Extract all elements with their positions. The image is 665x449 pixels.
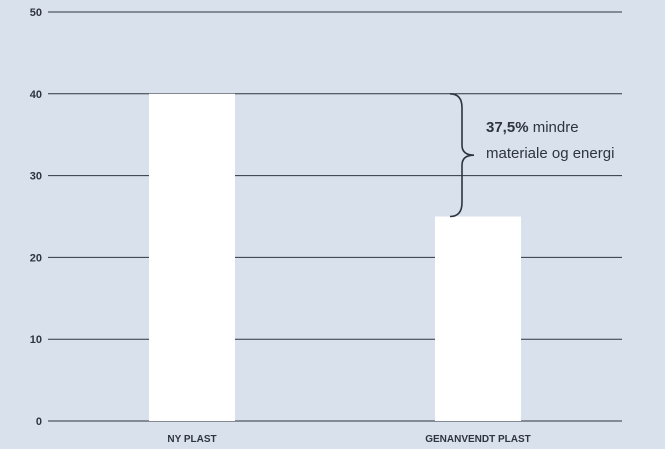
- y-axis-ticks: 0 10 20 30 40 50: [30, 7, 42, 428]
- annotation: 37,5% mindre materiale og energi: [449, 93, 614, 218]
- x-axis-categories: NY PLAST GENANVENDT PLAST: [167, 434, 530, 445]
- annotation-line-2: materiale og energi: [486, 145, 614, 162]
- y-tick-label: 40: [30, 89, 42, 101]
- y-tick-label: 50: [30, 7, 42, 19]
- annotation-percent: 37,5%: [486, 119, 529, 136]
- y-tick-label: 20: [30, 252, 42, 264]
- annotation-rest: mindre: [529, 119, 579, 136]
- y-tick-label: 30: [30, 171, 42, 183]
- bar: [435, 216, 521, 421]
- bar: [149, 93, 235, 422]
- y-tick-label: 10: [30, 334, 42, 346]
- curly-brace-icon: [449, 93, 475, 218]
- bars: [149, 93, 521, 422]
- y-tick-label: 0: [36, 416, 42, 428]
- x-category-label: NY PLAST: [167, 434, 216, 445]
- grid-lines: [48, 11, 622, 422]
- x-category-label: GENANVENDT PLAST: [425, 434, 531, 445]
- annotation-line-1: 37,5% mindre: [486, 119, 579, 136]
